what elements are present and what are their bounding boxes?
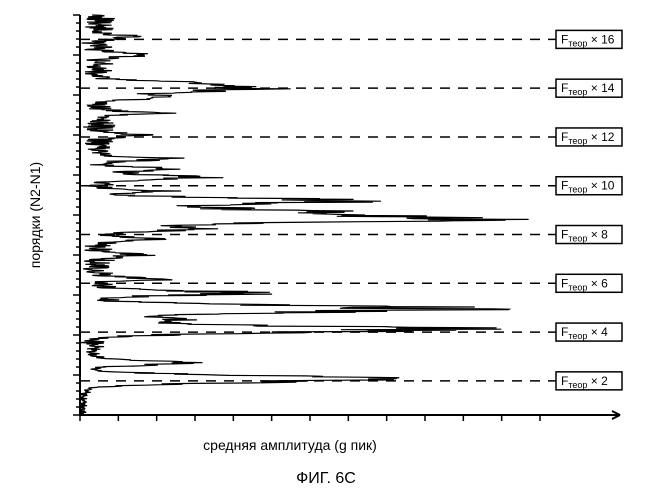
x-axis-label: средняя амплитуда (g пик) <box>203 437 377 453</box>
spectrum-trace <box>80 15 529 415</box>
chart-svg: Fтеор × 2Fтеор × 4Fтеор × 6Fтеор × 8Fтео… <box>0 0 652 500</box>
y-axis-label: порядки (N2-N1) <box>27 162 43 268</box>
figure-label: ФИГ. 6C <box>296 470 356 487</box>
